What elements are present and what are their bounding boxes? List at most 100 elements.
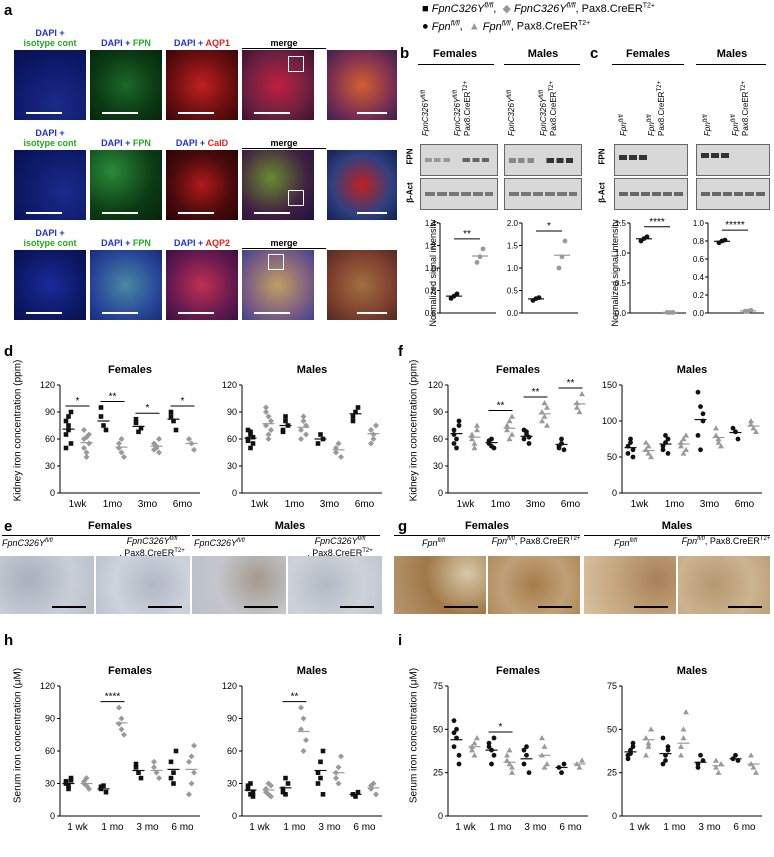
chart-i-females-point <box>524 744 529 750</box>
chart-d-females-sig-label: * <box>181 396 185 407</box>
chart-c-females-ytick-label: 1.5 <box>615 219 627 228</box>
chart-i-males-point <box>648 726 654 732</box>
chart-f-females-point <box>451 441 457 446</box>
chart-i-females-ytick-label: 50 <box>433 724 443 734</box>
chart-i-males-point <box>660 761 666 767</box>
chart-i-males-point <box>660 735 666 741</box>
chart-h-males-point <box>320 792 326 797</box>
chart-f-females-point <box>454 445 459 451</box>
chart-f-males-point <box>733 429 738 435</box>
chart-h-females-point <box>186 758 192 765</box>
chart-f-males-point <box>715 439 722 445</box>
chart-i-males-ytick-label: 75 <box>607 681 617 691</box>
panel-e: Females Males FpnC326Yfl/fl FpnC326Yfl/f… <box>0 518 384 614</box>
chart-h-females-point <box>63 779 69 784</box>
svg-text:Fpnfl/fl: Fpnfl/fl <box>619 114 628 136</box>
blot-c-females-title: Females <box>625 48 671 60</box>
chart-i-females-point <box>504 752 510 758</box>
chart-f-males-point <box>683 446 689 452</box>
ihc-e-col2: FpnC326Y <box>126 536 170 546</box>
chart-h-males-point <box>315 781 321 786</box>
chart-f-females-ytick-label: 60 <box>433 434 443 444</box>
chart-f-females-point <box>556 443 562 449</box>
chart-b: 0.6 0.8 1.0 1.2 1.4 ** 0.0 0.5 1.0 1.5 2.0 * <box>425 219 578 318</box>
chart-h-females-ytick-label: 90 <box>45 714 55 724</box>
chart-d-females-point <box>63 445 69 451</box>
chart-i-males-point <box>753 769 759 775</box>
chart-b-males-ytick-label: 1.5 <box>507 242 519 251</box>
chart-h-females-title: Females <box>108 665 152 677</box>
chart-d-females-sig-label: * <box>76 396 80 407</box>
chart-f-females-point <box>544 422 550 428</box>
chart-d-females-point <box>133 420 139 426</box>
chart-d-females-point <box>98 414 104 419</box>
chart-h-males-point <box>245 786 251 792</box>
chart-d-females-point <box>98 405 104 410</box>
scale-bar <box>26 212 62 214</box>
chart-b-females-point <box>477 254 483 260</box>
scale-bar <box>357 112 387 114</box>
chart-f-males-point <box>630 447 636 453</box>
chart-h-females-point <box>153 769 160 776</box>
chart-c-males-point <box>722 237 728 243</box>
scale-bar <box>357 312 387 314</box>
chart-d-females-point <box>63 432 69 437</box>
chart-d-males-point <box>333 445 339 451</box>
chart-h-males-point <box>298 704 304 711</box>
panel-letter-d: d <box>4 343 14 360</box>
chart-b-females-point <box>480 246 486 252</box>
chart-f-males-point <box>625 451 631 456</box>
chart-i-females-point <box>451 718 457 724</box>
panel-a-image-r1-c4 <box>242 50 314 120</box>
panel-b: Females Males FpnC326Yfl/fl FpnC326Yfl/f… <box>406 48 590 338</box>
chart-h-females-point <box>118 715 125 722</box>
zoom-box <box>288 56 304 72</box>
chart-h-females-point <box>168 759 174 765</box>
svg-text:Pax8.CreERT2+: Pax8.CreERT2+ <box>657 81 666 136</box>
chart-d-females-point <box>186 436 192 442</box>
chart-h-females-point <box>103 789 109 795</box>
panel-a-label-r1-c3: DAPI + AQP1 <box>174 38 230 48</box>
chart-d-females-xtick-label: 1mo <box>103 499 123 510</box>
ihc-g-col3: Fpn <box>614 538 630 548</box>
chart-f-females-point <box>559 436 564 442</box>
chart-f-females-point <box>456 418 462 424</box>
chart-h-females-point <box>83 775 90 782</box>
chart-f-males-point <box>695 433 701 438</box>
chart-h-males-point <box>283 775 288 781</box>
blot-c-act-label: β-Act <box>597 182 607 203</box>
chart-f-females-point <box>474 427 480 433</box>
chart-h-females-point <box>118 726 125 733</box>
chart-h-males-point <box>300 748 307 754</box>
chart-i-males-point <box>628 747 633 753</box>
chart-d-males-point <box>373 422 379 429</box>
chart-f-females-point <box>489 443 494 449</box>
chart-d-females-point <box>101 423 106 428</box>
chart-h-males-point <box>300 715 307 722</box>
panel-a-label-r3-c3: DAPI + AQP2 <box>174 238 230 248</box>
chart-d-females-point <box>66 423 71 428</box>
chart-d-females-xtick-label: 3mo <box>138 499 158 510</box>
chart-d-males-ytick-label: 0 <box>232 488 237 498</box>
blot-b-act-female <box>420 178 498 210</box>
panel-letter-f: f <box>398 343 403 360</box>
chart-d-males-point <box>303 422 309 429</box>
chart-h-males-point <box>248 792 253 797</box>
panel-a-label-r1-c2: DAPI + FPN <box>101 38 151 48</box>
panel-letter-a: a <box>4 2 13 19</box>
chart-f-males-point <box>700 411 706 417</box>
chart-h-males-point <box>285 781 291 786</box>
chart-d-males-point <box>263 404 269 411</box>
chart-f-females-point <box>544 404 550 410</box>
chart-i-females-point <box>456 761 462 767</box>
ihc-g-col4: Fpn <box>681 536 698 546</box>
chart-i-males-point <box>625 756 631 762</box>
chart-h: Females 0 30 60 90 120 1 wk 1 mo **** 3 mo 6 mo Mal… <box>40 665 382 833</box>
chart-d-males-xtick-label: 1wk <box>251 499 270 510</box>
chart-i-females-point <box>561 761 567 767</box>
chart-f-males-point <box>713 425 719 431</box>
chart-f-males-point <box>630 454 636 460</box>
chart-h-females-point <box>186 791 192 798</box>
chart-d-males-point <box>333 449 339 456</box>
chart-f-males-ytick-label: 100 <box>602 416 617 426</box>
